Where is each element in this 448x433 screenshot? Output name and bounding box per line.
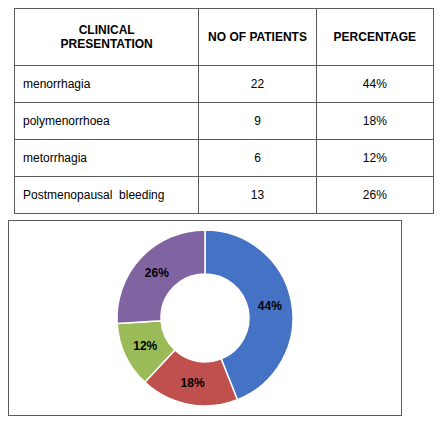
html-text:menorrhagia: menorrhagia xyxy=(23,77,91,91)
html-text:22: 22 xyxy=(250,77,265,91)
html-text:12%: 12% xyxy=(362,151,387,165)
svg-text:26%: 26% xyxy=(145,266,169,280)
html-text:9: 9 xyxy=(254,114,261,128)
html-text:18%: 18% xyxy=(362,114,387,128)
html-text:polymenorrhoea: polymenorrhoea xyxy=(23,114,110,128)
html-text:metorrhagia: metorrhagia xyxy=(23,151,87,165)
html-text:NO OF PATIENTS: NO OF PATIENTS xyxy=(208,30,307,44)
html-text:13: 13 xyxy=(250,188,265,202)
html-text:PERCENTAGE: PERCENTAGE xyxy=(333,30,417,44)
html-text:44%: 44% xyxy=(362,77,387,91)
svg-text:44%: 44% xyxy=(258,299,282,313)
svg-text:18%: 18% xyxy=(181,376,205,390)
svg-text:12%: 12% xyxy=(133,339,157,353)
html-text:26%: 26% xyxy=(362,188,387,202)
html-text:6: 6 xyxy=(254,151,261,165)
html-text:Postmenopausal bleeding: Postmenopausal bleeding xyxy=(23,188,165,202)
html-text:CLINICAL PRESENTATION: CLINICAL PRESENTATION xyxy=(60,23,153,51)
